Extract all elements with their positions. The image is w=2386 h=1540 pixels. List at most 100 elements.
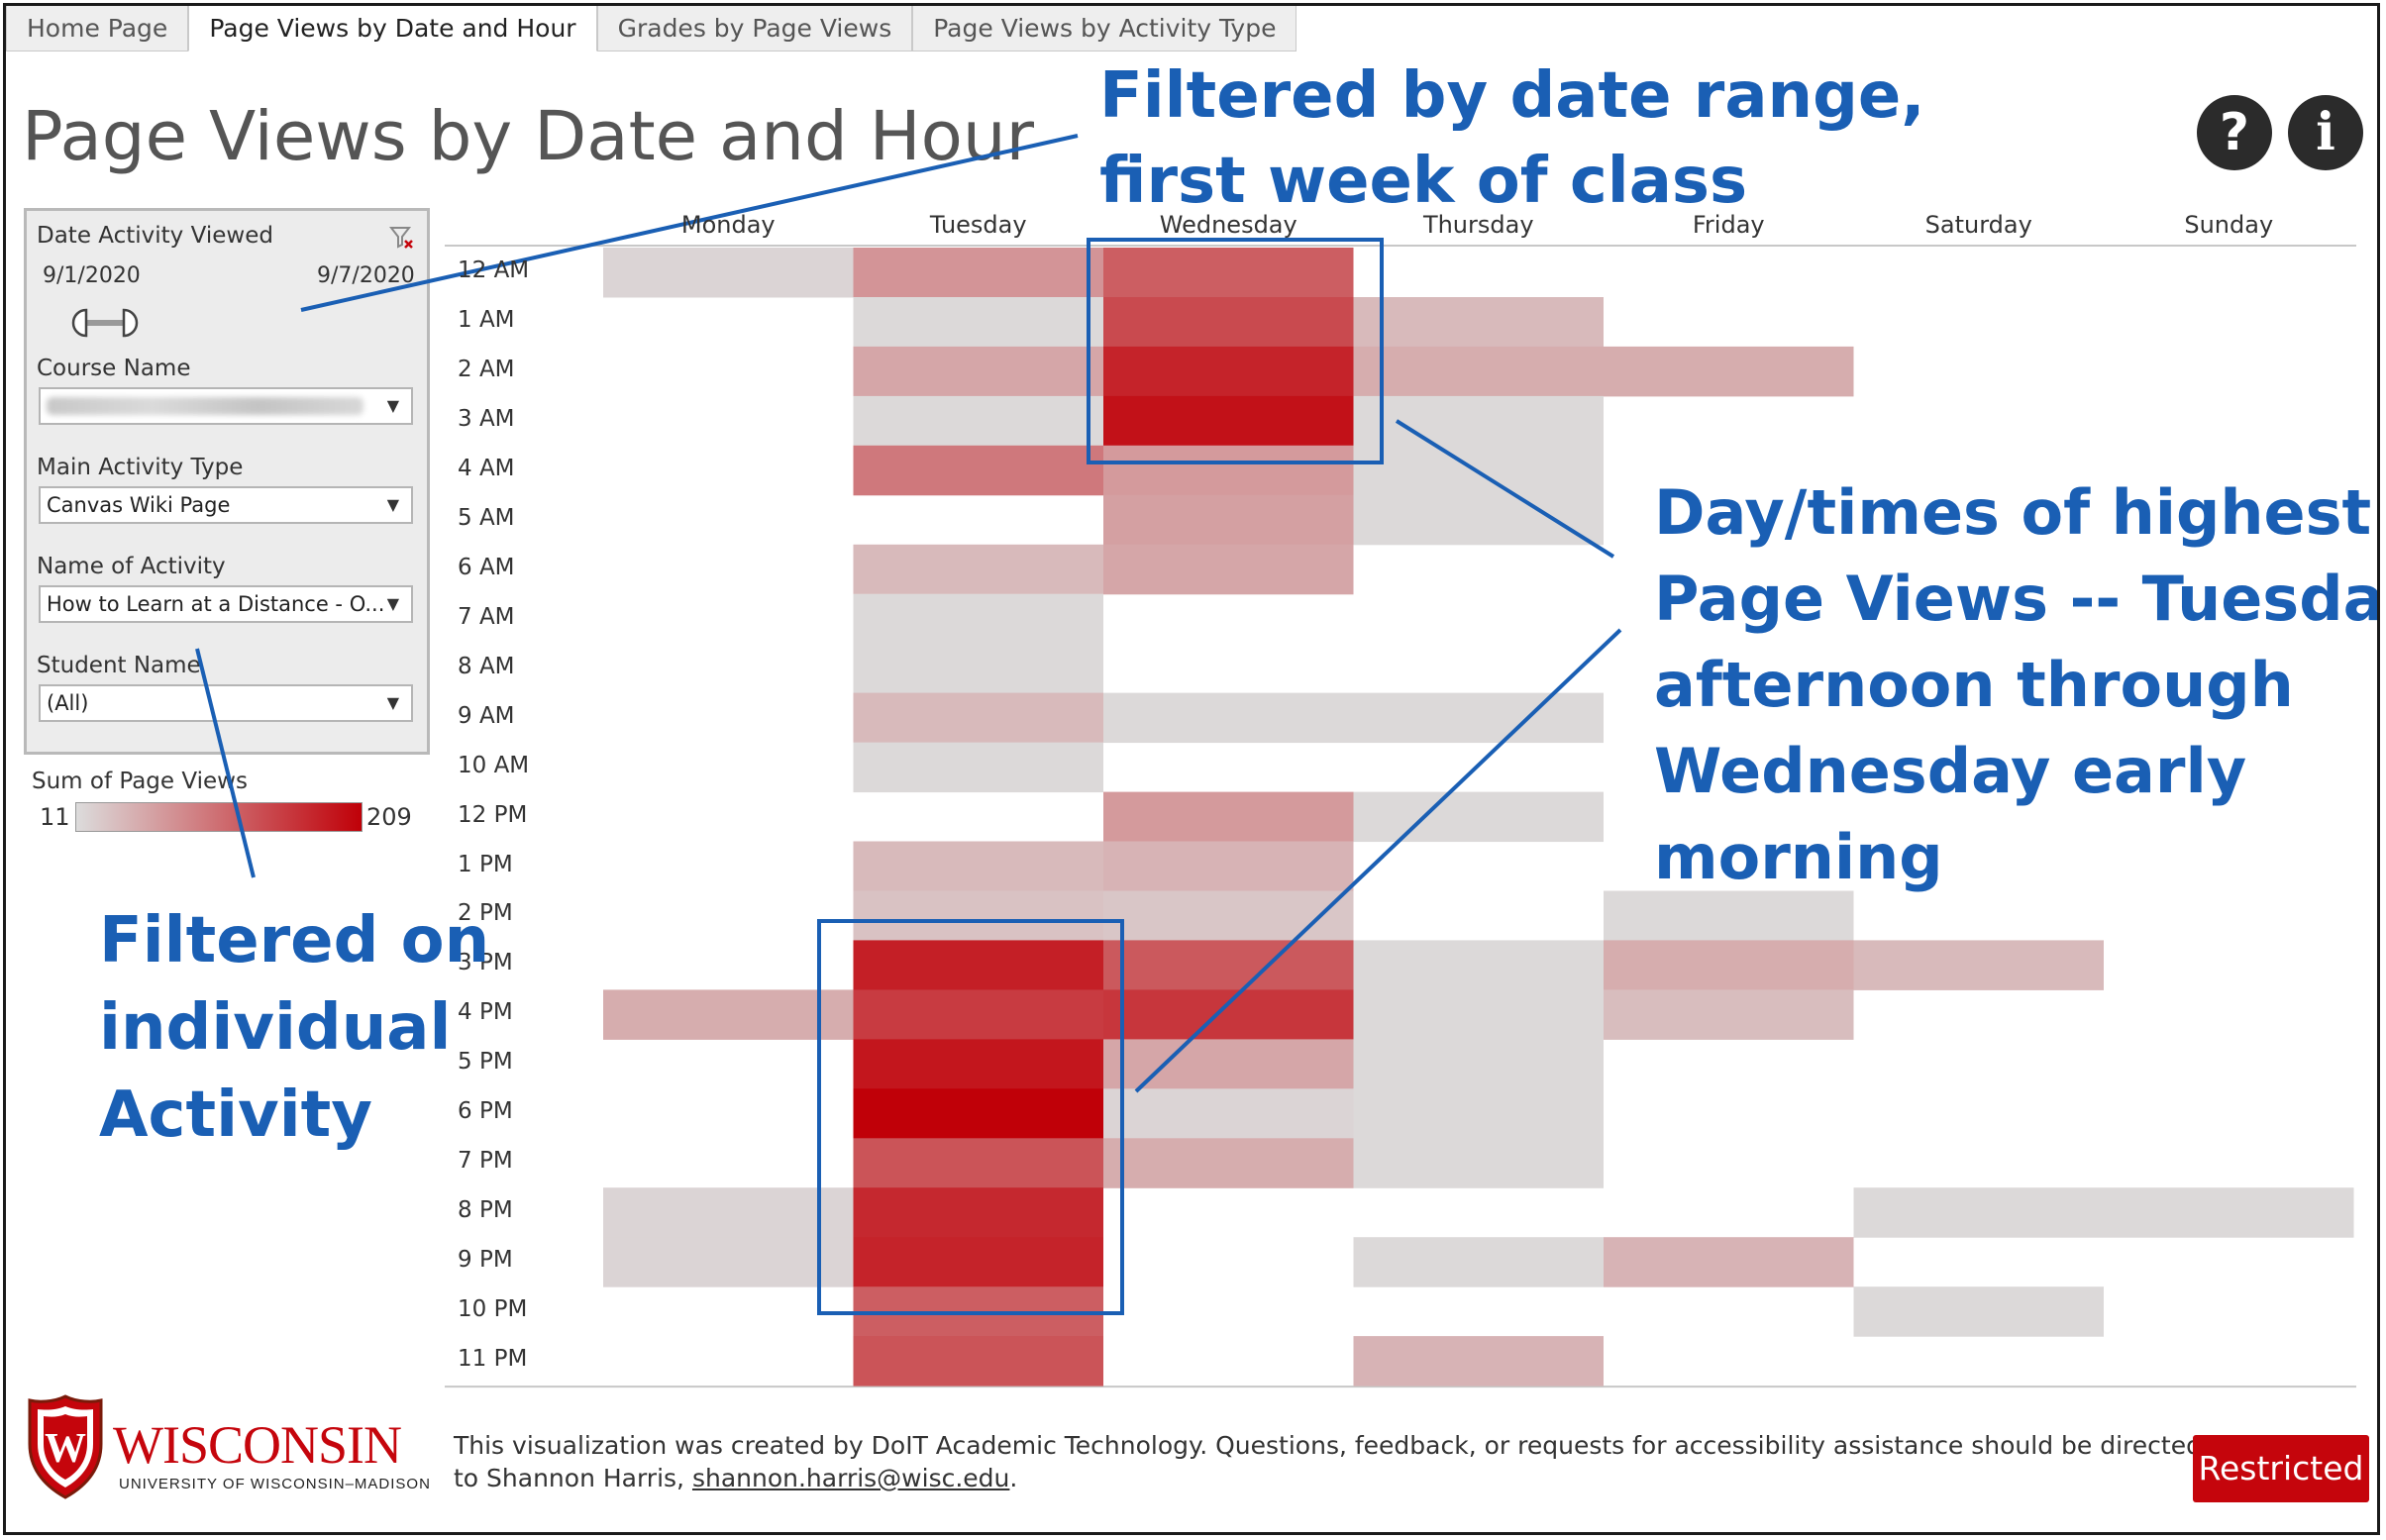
heatmap-cell[interactable]: [1604, 1237, 1854, 1287]
heatmap-cell[interactable]: [1353, 1237, 1605, 1287]
hour-label: 10 PM: [458, 1296, 528, 1323]
heatmap-cell[interactable]: [1103, 544, 1354, 595]
heatmap-cell[interactable]: [853, 248, 1104, 298]
date-start-value: 9/1/2020: [43, 263, 141, 288]
heatmap-cell[interactable]: [853, 1088, 1104, 1139]
heatmap-cell[interactable]: [1353, 791, 1605, 843]
tab-page-views-by-date-and-hour[interactable]: Page Views by Date and Hour: [188, 6, 597, 51]
annotation-connector: [1395, 419, 1615, 559]
heatmap-cell[interactable]: [1103, 692, 1354, 744]
heatmap-chart: [195, 134, 2356, 1388]
heatmap-cell[interactable]: [853, 890, 1104, 942]
heatmap-cell[interactable]: [603, 1237, 854, 1287]
heatmap-cell[interactable]: [1103, 940, 1354, 990]
hour-label: 3 PM: [458, 950, 513, 976]
heatmap-cell[interactable]: [1604, 346, 1854, 397]
tab-page-views-by-activity-type[interactable]: Page Views by Activity Type: [912, 6, 1297, 51]
day-label-thursday: Thursday: [1422, 211, 1534, 239]
heatmap-cell[interactable]: [853, 544, 1104, 595]
heatmap-cell[interactable]: [1103, 248, 1354, 298]
heatmap-cell[interactable]: [853, 1237, 1104, 1287]
heatmap-cell[interactable]: [1353, 494, 1605, 546]
chevron-down-icon: ▼: [386, 495, 399, 514]
heatmap-cell[interactable]: [853, 395, 1104, 447]
heatmap-cell[interactable]: [853, 445, 1104, 496]
heatmap-cell[interactable]: [1604, 989, 1854, 1040]
clear-filter-icon[interactable]: [389, 225, 415, 251]
heatmap-cell[interactable]: [1103, 1138, 1354, 1188]
tab-home-page[interactable]: Home Page: [6, 6, 189, 51]
heatmap-cell[interactable]: [853, 593, 1104, 645]
heatmap-cell[interactable]: [1853, 1286, 2105, 1337]
day-label-saturday: Saturday: [1924, 211, 2032, 239]
heatmap-cell[interactable]: [1103, 297, 1354, 348]
heatmap-cell[interactable]: [603, 989, 854, 1040]
annotation-peak-times: Day/times of highest Page Views -- Tuesd…: [1654, 469, 2377, 900]
heatmap-cell[interactable]: [1604, 890, 1854, 942]
heatmap-cell[interactable]: [603, 1187, 854, 1238]
heatmap-cell[interactable]: [1353, 989, 1605, 1040]
heatmap-cell[interactable]: [1103, 1039, 1354, 1089]
heatmap-cell[interactable]: [1353, 692, 1605, 744]
course-name-redacted: [47, 397, 363, 415]
heatmap-cell[interactable]: [1353, 297, 1605, 348]
tab-grades-by-page-views[interactable]: Grades by Page Views: [596, 6, 913, 51]
date-filter-label: Date Activity Viewed: [37, 223, 273, 249]
hour-label: 6 PM: [458, 1098, 513, 1125]
footer-line-2: to Shannon Harris, shannon.harris@wisc.e…: [454, 1462, 2202, 1494]
heatmap-cell[interactable]: [853, 297, 1104, 348]
heatmap-cell[interactable]: [1353, 940, 1605, 990]
help-icon[interactable]: ?: [2197, 95, 2272, 170]
heatmap-cell[interactable]: [1103, 989, 1354, 1040]
annotation-highlight-box: [817, 919, 1124, 1315]
restricted-badge[interactable]: Restricted: [2193, 1435, 2369, 1502]
heatmap-cell[interactable]: [1103, 346, 1354, 397]
heatmap-cell[interactable]: [1103, 445, 1354, 496]
heatmap-cell[interactable]: [853, 346, 1104, 397]
heatmap-cell[interactable]: [1353, 1336, 1605, 1386]
heatmap-cell[interactable]: [853, 841, 1104, 892]
heatmap-cell[interactable]: [603, 248, 854, 298]
heatmap-cell[interactable]: [1353, 346, 1605, 397]
heatmap-cell[interactable]: [1604, 940, 1854, 990]
heatmap-cell[interactable]: [2104, 1187, 2354, 1238]
heatmap-cell[interactable]: [853, 1039, 1104, 1089]
student-name-dropdown[interactable]: (All) ▼: [39, 684, 413, 722]
heatmap-cell[interactable]: [853, 1336, 1104, 1386]
heatmap-cell[interactable]: [1103, 494, 1354, 546]
chevron-down-icon: ▼: [386, 396, 399, 415]
name-of-activity-dropdown[interactable]: How to Learn at a Distance - O... ▼: [39, 585, 413, 623]
heatmap-cell[interactable]: [853, 940, 1104, 990]
heatmap-cell[interactable]: [1103, 791, 1354, 843]
hour-label: 9 PM: [458, 1247, 513, 1274]
heatmap-cell[interactable]: [1853, 1187, 2105, 1238]
heatmap-cell[interactable]: [1353, 1039, 1605, 1089]
main-activity-type-dropdown[interactable]: Canvas Wiki Page ▼: [39, 486, 413, 524]
legend-min-value: 11: [40, 803, 70, 831]
heatmap-cell[interactable]: [1103, 841, 1354, 892]
heatmap-cell[interactable]: [1103, 1088, 1354, 1139]
heatmap-cell[interactable]: [1353, 395, 1605, 447]
heatmap-cell[interactable]: [1103, 395, 1354, 447]
heatmap-cell[interactable]: [853, 1187, 1104, 1238]
chevron-down-icon: ▼: [386, 693, 399, 712]
heatmap-cell[interactable]: [1353, 1088, 1605, 1139]
heatmap-cell[interactable]: [853, 742, 1104, 793]
footer-email-link[interactable]: shannon.harris@wisc.edu: [691, 1464, 1010, 1492]
main-activity-type-label: Main Activity Type: [37, 455, 244, 480]
annotation-date-range: Filtered by date range, first week of cl…: [1099, 53, 1925, 224]
heatmap-cell[interactable]: [853, 989, 1104, 1040]
heatmap-cell[interactable]: [853, 692, 1104, 744]
info-icon[interactable]: i: [2288, 95, 2363, 170]
main-activity-type-value: Canvas Wiki Page: [47, 493, 231, 517]
hour-label: 8 AM: [458, 653, 515, 679]
date-range-slider[interactable]: [66, 306, 144, 340]
hour-label: 4 PM: [458, 999, 513, 1026]
heatmap-cell[interactable]: [1853, 940, 2105, 990]
heatmap-cell[interactable]: [853, 643, 1104, 694]
heatmap-cell[interactable]: [1103, 890, 1354, 942]
heatmap-cell[interactable]: [853, 1138, 1104, 1188]
heatmap-cell[interactable]: [1353, 1138, 1605, 1188]
date-end-value: 9/7/2020: [317, 263, 415, 288]
course-name-dropdown[interactable]: ▼: [39, 387, 413, 425]
